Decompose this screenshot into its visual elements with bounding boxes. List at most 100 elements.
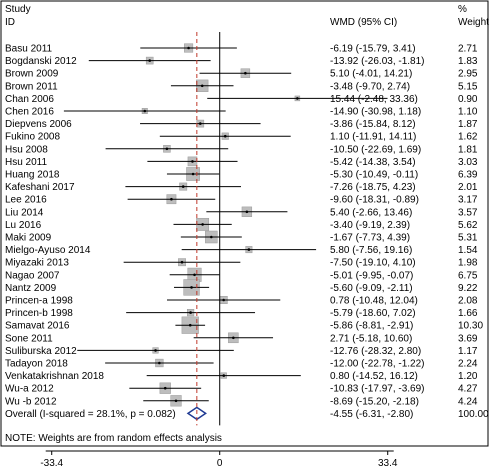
study-row: Sone 2011 2.71 (-5.18, 10.60) 3.69 — [5, 332, 478, 344]
study-name: Princen-a 1998 — [5, 296, 73, 307]
weight-text: 2.01 — [458, 182, 478, 193]
point-estimate — [245, 210, 249, 214]
weight-text: 3.03 — [458, 157, 478, 168]
header-id-label: ID — [5, 17, 15, 28]
point-estimate — [165, 147, 169, 151]
overall-ci-text: -4.55 (-6.31, -2.80) — [330, 409, 413, 420]
study-name: Bogdanski 2012 — [5, 56, 77, 67]
ci-text: -1.67 (-7.73, 4.39) — [330, 233, 410, 244]
point-estimate — [223, 134, 227, 138]
study-name: Sone 2011 — [5, 333, 53, 344]
study-name: Hsu 2011 — [5, 157, 48, 168]
weight-text: 1.87 — [458, 119, 478, 130]
study-name: Samavat 2016 — [5, 321, 70, 332]
study-row: Venkatakrishnan 2018 0.80 (-14.52, 16.12)… — [5, 371, 478, 382]
study-name: Wu-a 2012 — [5, 384, 54, 395]
point-estimate — [222, 374, 226, 377]
point-estimate — [148, 59, 152, 62]
study-row: Chan 2006 15.44 (-2.48, 33.36) 0.90 — [5, 94, 478, 105]
weight-text: 2.08 — [458, 296, 478, 307]
study-name: Huang 2018 — [5, 170, 60, 181]
study-name: Venkatakrishnan 2018 — [5, 371, 104, 382]
weight-text: 1.81 — [458, 144, 478, 155]
ci-text: -6.19 (-15.79, 3.41) — [330, 44, 416, 55]
study-row: Miyazaki 2013 -7.50 (-19.10, 4.10) 1.98 — [5, 258, 478, 269]
weight-text: 5.31 — [458, 233, 478, 244]
point-estimate — [199, 122, 202, 125]
x-tick-label: 0 — [217, 458, 223, 469]
weight-text: 6.75 — [458, 270, 478, 281]
weight-text: 4.27 — [458, 384, 478, 395]
study-row: Basu 2011 -6.19 (-15.79, 3.41) 2.71 — [5, 43, 478, 55]
point-estimate — [154, 349, 157, 352]
ci-text: -7.50 (-19.10, 4.10) — [330, 258, 416, 269]
ci-text: -5.79 (-18.60, 7.02) — [330, 308, 416, 319]
x-axis: -33.4 0 33.4 — [40, 32, 398, 469]
ci-text: -14.90 (-30.98, 1.18) — [330, 107, 421, 118]
study-row: Maki 2009 -1.67 (-7.73, 4.39) 5.31 — [5, 230, 478, 244]
header-study-label: Study — [5, 4, 31, 15]
weight-text: 1.17 — [458, 346, 478, 357]
study-name: Chan 2006 — [5, 94, 54, 105]
note-text: NOTE: Weights are from random effects an… — [5, 433, 222, 444]
point-estimate — [247, 248, 251, 251]
point-estimate — [188, 323, 192, 327]
study-row: Diepvens 2006 -3.86 (-15.84, 8.12) 1.87 — [5, 119, 478, 130]
ci-text: -7.26 (-18.75, 4.23) — [330, 182, 416, 193]
study-name: Chen 2016 — [5, 107, 54, 118]
ci-text: -10.83 (-17.97, -3.69) — [330, 384, 425, 395]
ci-text: -12.00 (-22.78, -1.22) — [330, 359, 425, 370]
study-name: Kafeshani 2017 — [5, 182, 75, 193]
study-row: Chen 2016 -14.90 (-30.98, 1.18) 1.10 — [5, 107, 478, 118]
point-estimate — [244, 71, 247, 75]
ci-text: -3.86 (-15.84, 8.12) — [330, 119, 416, 130]
plot-frame — [0, 0, 489, 447]
study-row: Fukino 2008 1.10 (-11.91, 14.11) 1.62 — [5, 132, 478, 143]
weight-text: 1.10 — [458, 107, 478, 118]
ci-text: -9.60 (-18.31, -0.89) — [330, 195, 419, 206]
weight-text: 2.71 — [458, 44, 478, 55]
x-tick-label: 33.4 — [378, 458, 398, 469]
weight-text: 1.20 — [458, 371, 478, 382]
study-name: Brown 2009 — [5, 69, 59, 80]
weight-text: 1.83 — [458, 56, 478, 67]
study-name: Brown 2011 — [5, 81, 58, 92]
study-row: Hsu 2008 -10.50 (-22.69, 1.69) 1.81 — [5, 144, 478, 155]
study-name: Suliburska 2012 — [5, 346, 77, 357]
point-estimate — [222, 298, 225, 302]
study-name: Maki 2009 — [5, 233, 52, 244]
ci-text: 2.71 (-5.18, 10.60) — [330, 333, 412, 344]
point-estimate — [181, 185, 185, 188]
study-row: Mielgo-Ayuso 2014 5.80 (-7.56, 19.16) 1.54 — [5, 245, 478, 256]
study-row: Bogdanski 2012 -13.92 (-26.03, -1.81) 1.83 — [5, 56, 478, 67]
study-row: Nantz 2009 -5.60 (-9.09, -2.11) 9.22 — [5, 279, 478, 296]
ci-text: -10.50 (-22.69, 1.69) — [330, 144, 421, 155]
study-row: Kafeshani 2017 -7.26 (-18.75, 4.23) 2.01 — [5, 182, 478, 193]
study-row: Nagao 2007 -5.01 (-9.95, -0.07) 6.75 — [5, 267, 478, 282]
ci-text: -5.60 (-9.09, -2.11) — [330, 283, 413, 294]
study-row: Lee 2016 -9.60 (-18.31, -0.89) 3.17 — [5, 194, 478, 206]
overall-weight-text: 100.00 — [458, 409, 489, 420]
weight-text: 0.90 — [458, 94, 478, 105]
study-name: Tadayon 2018 — [5, 359, 68, 370]
study-name: Mielgo-Ayuso 2014 — [5, 245, 91, 256]
weight-text: 2.24 — [458, 359, 478, 370]
study-name: Liu 2014 — [5, 207, 44, 218]
ci-text: -5.01 (-9.95, -0.07) — [330, 270, 413, 281]
weight-text: 10.30 — [458, 321, 483, 332]
study-name: Nantz 2009 — [5, 283, 57, 294]
point-estimate — [170, 197, 173, 201]
study-row: Samavat 2016 -5.86 (-8.81, -2.91) 10.30 — [5, 316, 483, 334]
point-estimate — [200, 84, 204, 88]
study-rows: Basu 2011 -6.19 (-15.79, 3.41) 2.71Bogdans… — [5, 43, 483, 407]
point-estimate — [163, 386, 167, 390]
study-name: Miyazaki 2013 — [5, 258, 69, 269]
weight-text: 1.66 — [458, 308, 478, 319]
ci-text: 1.10 (-11.91, 14.11) — [330, 132, 416, 143]
ci-text: -3.48 (-9.70, 2.74) — [330, 81, 410, 92]
point-estimate — [143, 109, 147, 113]
study-name: Lu 2016 — [5, 220, 42, 231]
ci-text: -5.86 (-8.81, -2.91) — [330, 321, 413, 332]
study-row: Liu 2014 5.40 (-2.66, 13.46) 3.57 — [5, 206, 478, 218]
